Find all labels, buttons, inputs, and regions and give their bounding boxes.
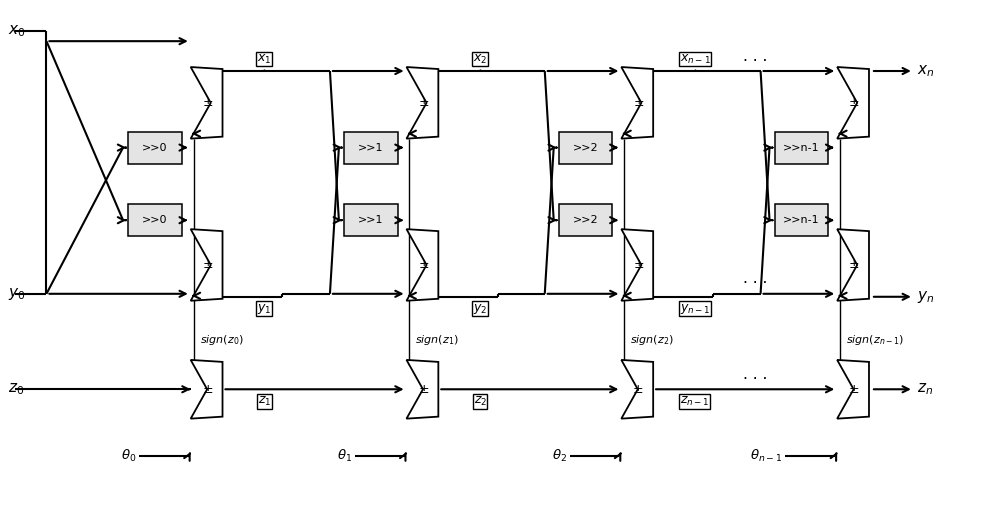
Text: $\pm$: $\pm$ (848, 383, 860, 396)
Text: $\pm$: $\pm$ (848, 96, 860, 110)
Text: $\mathit{y_2}$: $\mathit{y_2}$ (473, 302, 487, 316)
Text: $\pm$: $\pm$ (202, 96, 213, 110)
Text: >>2: >>2 (573, 142, 598, 153)
Text: $\mathit{y_1}$: $\mathit{y_1}$ (257, 302, 272, 316)
Text: $\pm$: $\pm$ (418, 383, 429, 396)
Text: >>2: >>2 (573, 215, 598, 225)
Text: $y_n$: $y_n$ (917, 289, 934, 305)
Text: $\mathit{sign(z_{0})}$: $\mathit{sign(z_{0})}$ (200, 333, 244, 347)
Text: >>1: >>1 (358, 215, 383, 225)
Text: $\pm$: $\pm$ (633, 259, 644, 271)
FancyBboxPatch shape (775, 132, 828, 163)
Text: $\mathit{sign(z_{n-1})}$: $\mathit{sign(z_{n-1})}$ (846, 333, 904, 347)
Text: $\mathit{\theta_{n-1}}$: $\mathit{\theta_{n-1}}$ (750, 448, 782, 464)
Text: $\mathit{x_1}$: $\mathit{x_1}$ (257, 53, 272, 66)
Text: $\mathit{sign(z_{1})}$: $\mathit{sign(z_{1})}$ (415, 333, 459, 347)
Text: $z_n$: $z_n$ (917, 381, 933, 397)
Polygon shape (621, 360, 653, 419)
Text: $\pm$: $\pm$ (632, 383, 644, 396)
Text: $z_0$: $z_0$ (8, 381, 24, 397)
Text: $\mathit{z_1}$: $\mathit{z_1}$ (258, 395, 271, 408)
Polygon shape (407, 229, 438, 301)
FancyBboxPatch shape (344, 204, 398, 236)
Text: · · ·: · · · (743, 54, 768, 69)
FancyBboxPatch shape (559, 132, 612, 163)
Polygon shape (837, 67, 869, 139)
Text: $\pm$: $\pm$ (848, 259, 860, 271)
Text: >>n-1: >>n-1 (783, 142, 820, 153)
Polygon shape (837, 360, 869, 419)
Text: $\pm$: $\pm$ (418, 96, 429, 110)
Polygon shape (621, 67, 653, 139)
Text: >>0: >>0 (142, 142, 168, 153)
Polygon shape (621, 229, 653, 301)
Text: $\mathit{\theta_{0}}$: $\mathit{\theta_{0}}$ (121, 448, 136, 464)
Polygon shape (837, 229, 869, 301)
Polygon shape (191, 67, 223, 139)
Text: $\mathit{y_{n-1}}$: $\mathit{y_{n-1}}$ (680, 302, 710, 316)
Text: $x_n$: $x_n$ (917, 63, 934, 79)
FancyBboxPatch shape (344, 132, 398, 163)
Text: $\pm$: $\pm$ (202, 383, 213, 396)
Text: $\mathit{x_2}$: $\mathit{x_2}$ (473, 53, 487, 66)
Text: $x_0$: $x_0$ (8, 24, 25, 39)
Text: $\pm$: $\pm$ (418, 259, 429, 271)
Polygon shape (407, 67, 438, 139)
FancyBboxPatch shape (128, 204, 182, 236)
FancyBboxPatch shape (559, 204, 612, 236)
Polygon shape (407, 360, 438, 419)
Text: $\mathit{\theta_{2}}$: $\mathit{\theta_{2}}$ (552, 448, 567, 464)
Text: $y_0$: $y_0$ (8, 286, 25, 302)
Text: $\mathit{z_2}$: $\mathit{z_2}$ (474, 395, 487, 408)
Text: >>1: >>1 (358, 142, 383, 153)
Text: $\pm$: $\pm$ (633, 96, 644, 110)
Text: >>n-1: >>n-1 (783, 215, 820, 225)
Text: $\pm$: $\pm$ (202, 259, 213, 271)
Text: $\mathit{z_{n-1}}$: $\mathit{z_{n-1}}$ (680, 395, 710, 408)
Polygon shape (191, 229, 223, 301)
Text: · · ·: · · · (743, 276, 768, 291)
Text: $\mathit{sign(z_{2})}$: $\mathit{sign(z_{2})}$ (630, 333, 674, 347)
Text: $\mathit{\theta_{1}}$: $\mathit{\theta_{1}}$ (337, 448, 352, 464)
Polygon shape (191, 360, 223, 419)
FancyBboxPatch shape (128, 132, 182, 163)
Text: $\mathit{x_{n-1}}$: $\mathit{x_{n-1}}$ (680, 53, 710, 66)
FancyBboxPatch shape (775, 204, 828, 236)
Text: >>0: >>0 (142, 215, 168, 225)
Text: · · ·: · · · (743, 372, 768, 387)
